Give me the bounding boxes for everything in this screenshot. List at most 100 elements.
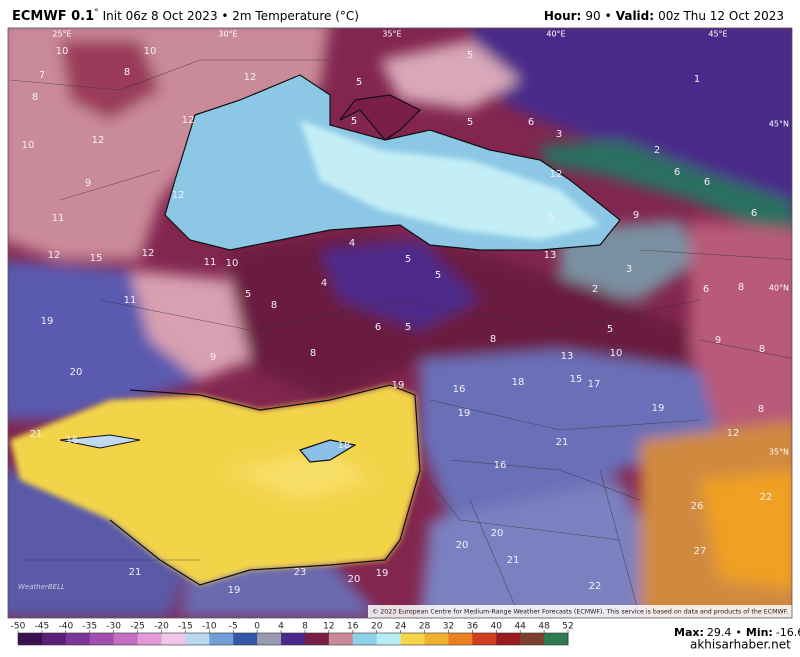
colorbar-segment: [41, 633, 67, 645]
map-label: 19: [458, 408, 471, 419]
lon-label: 35°E: [382, 30, 401, 39]
map-label: 21: [30, 429, 43, 440]
header-left: ECMWF 0.1° Init 06z 8 Oct 2023 • 2m Tempe…: [12, 8, 359, 24]
degree: °: [94, 8, 99, 18]
colorbar-frame: [17, 632, 569, 646]
colorbar-segment: [113, 633, 139, 645]
map-label: 21: [556, 437, 569, 448]
map-label: 13: [561, 351, 574, 362]
colorbar-tick-label: 40: [491, 622, 503, 632]
map-label: 5: [548, 212, 554, 223]
map-label: 12: [92, 135, 105, 146]
logo: WeatherBELL: [18, 583, 65, 591]
watermark-bg: [682, 637, 792, 653]
map-label: 9: [85, 178, 91, 189]
map-label: 5: [467, 117, 473, 128]
map-label: 10: [144, 46, 157, 57]
colorbar-tick-label: 20: [371, 622, 383, 632]
map-label: 12: [727, 428, 740, 439]
max-label: Max:: [674, 626, 704, 639]
map-label: 6: [704, 177, 710, 188]
colorbar-tick-label: 12: [323, 622, 334, 632]
hour: 90: [585, 9, 600, 23]
map-label: 22: [760, 492, 773, 503]
black-sea-core: [300, 120, 600, 240]
colorbar: -50 -45 -40 -35 -30 -25 -20 -15 -10 -5 0 4 8 12 16 20 24…: [11, 622, 574, 646]
colorbar-segment: [185, 633, 210, 645]
map-label: 1: [694, 74, 700, 85]
map-label: 9: [633, 210, 639, 221]
map-label: 22: [589, 581, 602, 592]
longitude-labels: 25°E 30°E 35°E 40°E 45°E: [52, 30, 727, 39]
valid: 00z Thu 12 Oct 2023: [658, 9, 784, 23]
map-frame: [7, 27, 793, 619]
map-label: 19: [652, 403, 665, 414]
map-label: 16: [453, 384, 466, 395]
map-label: 6: [674, 167, 680, 178]
map-label: 12: [172, 190, 185, 201]
colorbar-segment: [137, 633, 162, 645]
map-label: 6: [703, 284, 709, 295]
map-label: 11: [204, 257, 217, 268]
min: -16.6: [776, 626, 800, 639]
model: ECMWF 0.1: [12, 9, 94, 24]
map-label: 5: [405, 322, 411, 333]
colorbar-segment: [544, 633, 569, 645]
map-label: 16: [494, 460, 507, 471]
colorbar-segment: [496, 633, 521, 645]
lon-label: 25°E: [52, 30, 71, 39]
separator: •: [735, 626, 742, 639]
colorbar-segment: [209, 633, 234, 645]
map-label: 5: [356, 77, 362, 88]
latitude-labels: 45°N 40°N 35°N: [769, 120, 789, 457]
map-label: 8: [124, 67, 130, 78]
lon-label: 40°E: [546, 30, 565, 39]
map-label: 20: [491, 528, 504, 539]
map-label: 5: [607, 324, 613, 335]
copyright: © 2023 European Centre for Medium-Range …: [372, 608, 788, 616]
watermark: akhisarhaber.net: [690, 638, 791, 652]
map-label: 19: [228, 585, 241, 596]
map-label: 5: [351, 116, 357, 127]
map-label: 3: [556, 129, 562, 140]
map-label: 8: [32, 92, 38, 103]
colorbar-tick-label: 44: [514, 622, 526, 632]
map-label: 5: [245, 289, 251, 300]
lon-label: 30°E: [218, 30, 237, 39]
colorbar-segment: [376, 633, 402, 645]
colorbar-tick-label: -40: [58, 622, 73, 632]
map-label: 12: [550, 169, 563, 180]
map-label: 10: [226, 258, 239, 269]
colorbar-tick-label: 36: [467, 622, 479, 632]
map-label: 10: [56, 46, 69, 57]
colorbar-tick-label: -50: [11, 622, 26, 632]
map-label: 8: [758, 404, 764, 415]
map-label: 27: [694, 546, 707, 557]
copyright-bg: [368, 605, 792, 618]
colorbar-segment: [520, 633, 545, 645]
map-label: 2: [654, 145, 660, 156]
map-label: 15: [570, 374, 583, 385]
colorbar-tick-label: -5: [229, 622, 238, 632]
hour-label: Hour:: [544, 9, 582, 23]
map-label: 2: [592, 284, 598, 295]
colorbar-segment: [400, 633, 426, 645]
colorbar-tick-label: -35: [82, 622, 97, 632]
map-label: 8: [490, 334, 496, 345]
map-label: 8: [310, 348, 316, 359]
valid-label: Valid:: [616, 9, 654, 23]
map-label: 4: [321, 278, 327, 289]
map-label: 19: [376, 568, 389, 579]
map-label: 6: [528, 117, 534, 128]
colorbar-tick-label: -25: [130, 622, 145, 632]
crete: [59, 434, 141, 449]
map-label: 10: [610, 348, 623, 359]
colorbar-segment: [472, 633, 497, 645]
colorbar-segment: [352, 633, 378, 645]
lat-label: 45°N: [769, 120, 789, 129]
coastline: [164, 74, 621, 251]
map-label: 5: [467, 50, 473, 61]
max-min: Max:29.4• Min:-16.6: [674, 626, 800, 639]
crimea: [339, 94, 422, 141]
